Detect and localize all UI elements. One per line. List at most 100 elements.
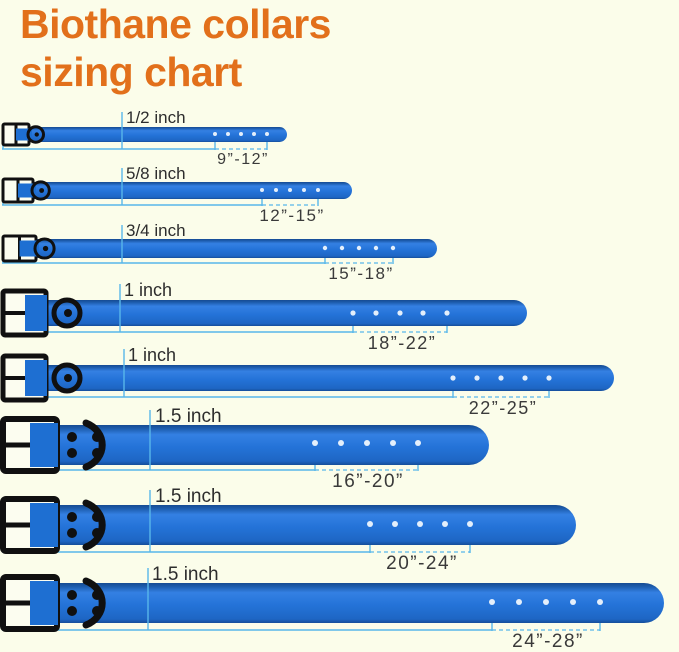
length-range-label: 9”-12” <box>217 151 269 168</box>
rivet <box>92 528 102 538</box>
collar-row-5 <box>0 349 614 403</box>
adjustment-hole <box>498 375 504 381</box>
adjustment-hole <box>265 132 269 136</box>
title-line-2: sizing chart <box>20 49 242 95</box>
collar-strap <box>2 583 664 623</box>
length-range-label: 24”-28” <box>512 631 584 652</box>
adjustment-hole <box>338 440 344 446</box>
collar-strap <box>2 365 614 391</box>
collar-row-8 <box>0 568 664 632</box>
rivet <box>67 432 77 442</box>
length-range-label: 12”-15” <box>259 206 325 225</box>
adjustment-hole <box>415 440 421 446</box>
title-line-1: Biothane collars <box>20 1 331 47</box>
ring-pin <box>34 132 39 137</box>
rivet <box>67 590 77 600</box>
adjustment-hole <box>350 310 356 316</box>
width-label: 1/2 inch <box>126 108 186 127</box>
adjustment-hole <box>213 132 217 136</box>
adjustment-hole <box>546 375 552 381</box>
o-ring-icon <box>33 237 56 260</box>
ring-pin <box>42 245 49 252</box>
strap-tab <box>25 295 47 331</box>
adjustment-hole <box>302 188 306 192</box>
adjustment-hole <box>274 188 278 192</box>
adjustment-hole <box>364 440 370 446</box>
width-label: 1.5 inch <box>155 406 222 427</box>
rivet <box>92 606 102 616</box>
rivet <box>67 512 77 522</box>
adjustment-hole <box>390 440 396 446</box>
ring-pin <box>64 374 72 382</box>
adjustment-hole <box>316 188 320 192</box>
adjustment-hole <box>373 245 379 251</box>
adjustment-hole <box>474 375 480 381</box>
strap-tab <box>30 423 58 467</box>
width-label: 1 inch <box>128 345 177 365</box>
collar-strap <box>2 300 527 326</box>
rivet <box>92 590 102 600</box>
collar-strap <box>2 127 287 142</box>
rivet <box>92 432 102 442</box>
adjustment-hole <box>467 521 473 527</box>
rivet <box>92 512 102 522</box>
page-title: Biothane collars sizing chart <box>20 0 331 96</box>
collar-row-3 <box>1 225 437 264</box>
ring-pin <box>39 188 45 193</box>
width-label: 5/8 inch <box>126 164 186 183</box>
adjustment-hole <box>322 245 328 251</box>
adjustment-hole <box>390 245 396 251</box>
length-range-label: 20”-24” <box>386 553 458 574</box>
strap-tab <box>30 503 58 547</box>
width-label: 1 inch <box>124 280 173 300</box>
adjustment-hole <box>420 310 426 316</box>
rivet <box>92 448 102 458</box>
adjustment-hole <box>417 521 423 527</box>
d-ring-icon <box>82 419 106 471</box>
adjustment-hole <box>392 521 398 527</box>
adjustment-hole <box>312 440 318 446</box>
adjustment-hole <box>522 375 528 381</box>
adjustment-hole <box>442 521 448 527</box>
o-ring-icon <box>30 180 51 201</box>
o-ring-icon <box>51 362 83 394</box>
o-ring-icon <box>26 125 45 144</box>
width-label: 3/4 inch <box>126 221 186 240</box>
collar-strap <box>2 505 576 545</box>
strap-tab <box>19 240 39 257</box>
d-ring-icon <box>82 499 106 551</box>
length-range-label: 15”-18” <box>328 264 394 283</box>
strap-tab <box>30 581 58 625</box>
adjustment-hole <box>489 599 495 605</box>
collar-row-7 <box>0 490 576 554</box>
ring-pin <box>64 309 72 317</box>
adjustment-hole <box>367 521 373 527</box>
adjustment-hole <box>239 132 243 136</box>
adjustment-hole <box>226 132 230 136</box>
adjustment-hole <box>252 132 256 136</box>
adjustment-hole <box>288 188 292 192</box>
adjustment-hole <box>543 599 549 605</box>
adjustment-hole <box>570 599 576 605</box>
rivet <box>67 448 77 458</box>
adjustment-hole <box>260 188 264 192</box>
adjustment-hole <box>516 599 522 605</box>
rivet <box>67 606 77 616</box>
collar-strap <box>2 239 437 258</box>
collar-row-4 <box>0 284 527 338</box>
width-label: 1.5 inch <box>152 564 219 585</box>
length-range-label: 16”-20” <box>332 471 404 492</box>
length-range-label: 18”-22” <box>367 333 437 353</box>
adjustment-hole <box>373 310 379 316</box>
adjustment-hole <box>444 310 450 316</box>
collar-strap <box>2 182 352 199</box>
collar-row-1 <box>1 112 287 150</box>
adjustment-hole <box>450 375 456 381</box>
collar-row-6 <box>0 410 489 474</box>
adjustment-hole <box>356 245 362 251</box>
adjustment-hole <box>397 310 403 316</box>
rivet <box>67 528 77 538</box>
strap-tab <box>25 360 47 396</box>
